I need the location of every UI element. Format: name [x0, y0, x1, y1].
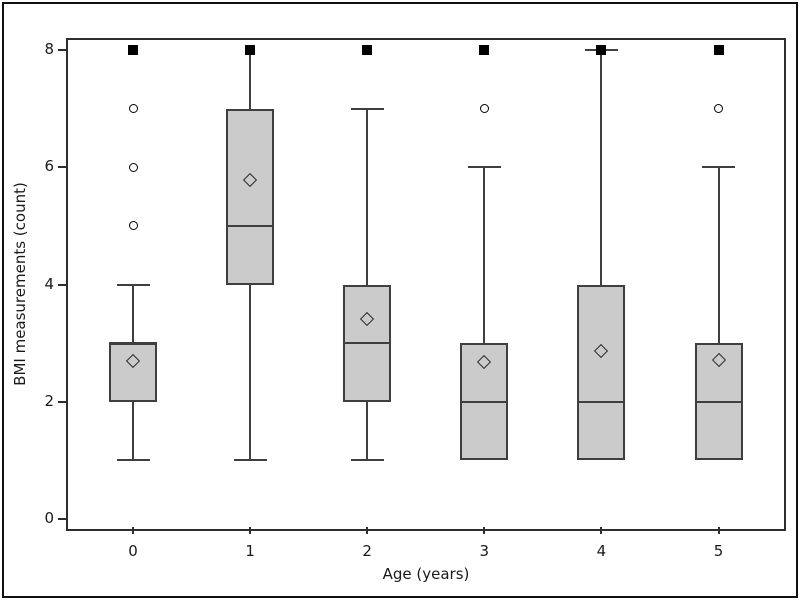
lower-whisker-cap: [233, 459, 267, 462]
iqr-box: [109, 343, 157, 402]
upper-whisker-line: [132, 284, 134, 344]
upper-whisker-cap: [350, 107, 384, 110]
lower-whisker-cap: [116, 459, 150, 462]
y-axis-tick-label: 8: [44, 40, 54, 58]
median-line: [694, 400, 743, 403]
iqr-box: [577, 284, 626, 461]
lower-whisker-cap: [350, 459, 384, 462]
x-axis-tick-label: 2: [362, 542, 372, 560]
y-axis-tick: [58, 49, 66, 51]
extreme-square-icon: [128, 45, 138, 55]
median-line: [577, 400, 626, 403]
extreme-square-icon: [713, 45, 724, 55]
median-line: [226, 224, 275, 227]
x-axis-tick-label: 4: [596, 542, 607, 560]
upper-whisker-cap: [116, 283, 150, 286]
extreme-square-icon: [362, 45, 373, 55]
y-axis-tick-label: 2: [44, 391, 54, 410]
upper-whisker-line: [366, 108, 369, 285]
x-axis-tick: [366, 527, 369, 534]
upper-whisker-cap: [467, 166, 501, 169]
x-axis-label: Age (years): [382, 565, 470, 583]
x-axis-tick-label: 3: [479, 542, 490, 560]
upper-whisker-line: [249, 50, 252, 109]
x-axis-tick: [717, 527, 720, 534]
extreme-square-icon: [479, 45, 490, 55]
x-axis-tick: [483, 527, 486, 534]
upper-whisker-line: [717, 167, 720, 344]
upper-whisker-line: [600, 50, 603, 285]
x-axis-tick: [600, 527, 603, 534]
x-axis-tick-label: 0: [128, 542, 138, 560]
extreme-square-icon: [245, 45, 256, 55]
outlier-circle-icon: [714, 104, 723, 114]
x-axis-tick: [249, 527, 252, 534]
median-line: [109, 342, 157, 345]
outlier-circle-icon: [128, 162, 138, 172]
x-axis-tick-label: 5: [713, 542, 724, 560]
iqr-box: [226, 108, 275, 285]
lower-whisker-line: [132, 401, 134, 461]
lower-whisker-line: [249, 284, 252, 461]
x-axis-tick-label: 1: [245, 542, 255, 560]
upper-whisker-cap: [702, 166, 735, 169]
y-axis-tick-label: 4: [44, 274, 54, 293]
y-axis-tick: [58, 400, 66, 403]
y-axis-tick-label: 0: [44, 509, 54, 527]
lower-whisker-line: [366, 401, 369, 461]
plot-area: 0 2 4 6 8 0 1 2 3 4 5: [44, 38, 786, 560]
y-axis-tick: [58, 283, 66, 286]
y-axis-tick-label: 6: [44, 157, 54, 176]
outlier-circle-icon: [479, 104, 489, 114]
y-axis-label: BMI measurements (count): [11, 182, 29, 386]
x-axis-tick: [132, 527, 134, 534]
outlier-circle-icon: [128, 221, 138, 231]
y-axis-tick: [58, 166, 66, 169]
median-line: [460, 400, 509, 403]
y-axis-tick: [58, 518, 66, 520]
extreme-square-icon: [596, 45, 607, 55]
upper-whisker-line: [483, 167, 486, 344]
outlier-circle-icon: [128, 104, 138, 114]
median-line: [343, 342, 392, 345]
